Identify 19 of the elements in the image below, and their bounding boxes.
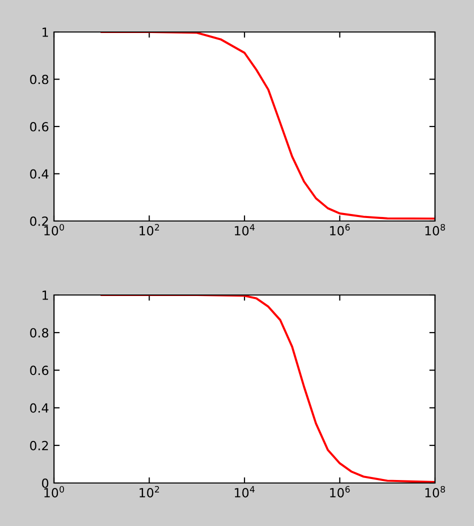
y-tick-label: 0.4 <box>30 169 48 179</box>
y-tick-label: 0.6 <box>30 122 48 132</box>
y-tick-label: 0.8 <box>30 328 48 338</box>
y-tick-label: 0.6 <box>30 366 48 376</box>
x-tick-label: 10$^{6}$ <box>330 486 350 498</box>
x-tick-label: 10$^{4}$ <box>234 224 255 236</box>
y-tick-label: 0.8 <box>30 74 48 84</box>
x-tick-label: 10$^{2}$ <box>140 486 159 498</box>
x-tick-label: 10$^{8}$ <box>425 486 445 498</box>
x-tick-label: 10$^{2}$ <box>140 224 159 236</box>
x-tick-label: 10$^{4}$ <box>234 486 255 498</box>
y-tick-label: 0.2 <box>30 440 48 450</box>
x-tick-label: 10$^{8}$ <box>425 224 445 236</box>
y-tick-label: 1 <box>42 290 48 300</box>
y-tick-label: 0 <box>42 478 48 488</box>
x-tick-label: 10$^{6}$ <box>330 224 350 236</box>
y-tick-label: 1 <box>42 28 48 37</box>
y-tick-label: 0.2 <box>30 216 48 226</box>
y-tick-label: 0.4 <box>30 403 48 413</box>
